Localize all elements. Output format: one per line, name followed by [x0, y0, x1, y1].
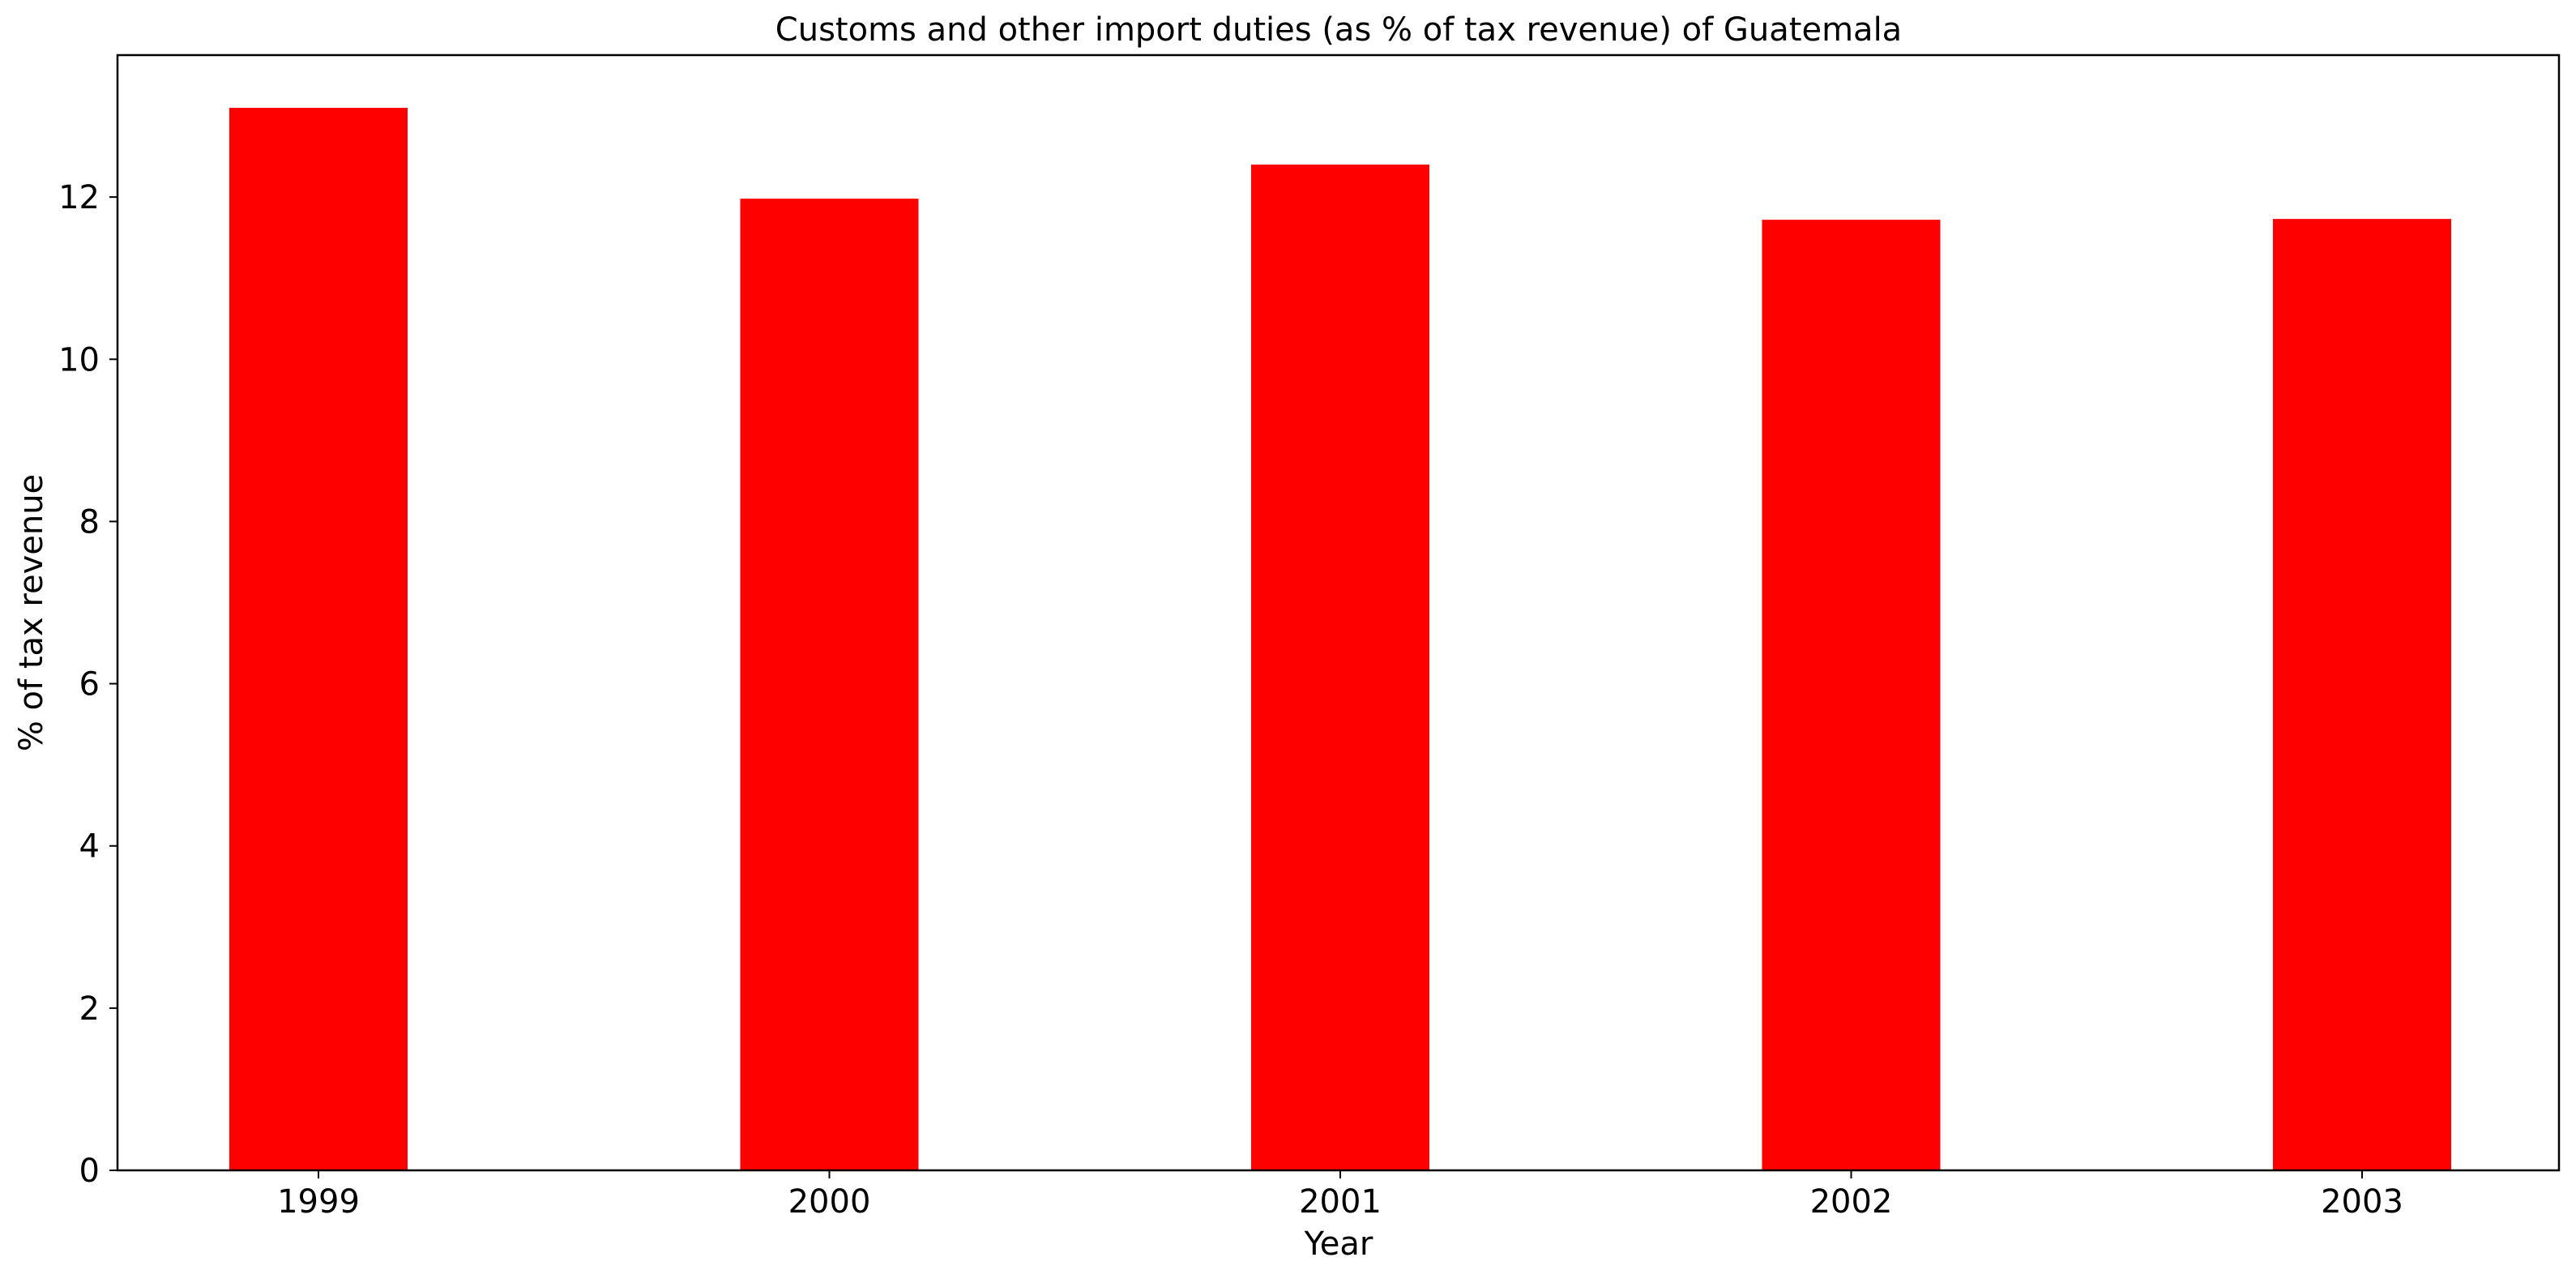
y-tick-label: 6 — [79, 666, 100, 704]
y-tick-label: 0 — [79, 1153, 100, 1190]
bar-2002 — [1762, 220, 1941, 1170]
y-tick-label: 4 — [79, 828, 100, 866]
x-tick-label: 2003 — [2321, 1183, 2403, 1221]
x-tick-label: 2001 — [1299, 1183, 1382, 1221]
x-axis-ticks: 1999 2000 2001 2002 2003 — [277, 1170, 2403, 1221]
y-tick-label: 2 — [79, 990, 100, 1028]
x-axis-label: Year — [1304, 1225, 1373, 1263]
y-tick-label: 8 — [79, 503, 100, 541]
y-axis-ticks: 0 2 4 6 8 10 12 — [58, 179, 117, 1190]
bar-1999 — [229, 108, 408, 1171]
x-tick-label: 2000 — [788, 1183, 871, 1221]
y-axis-label: % of tax revenue — [13, 474, 50, 751]
plot-area-frame — [116, 53, 2561, 1172]
bar-2003 — [2273, 219, 2451, 1170]
bars-layer — [229, 108, 2451, 1171]
bar-2001 — [1251, 165, 1429, 1171]
x-tick-label: 2002 — [1810, 1183, 1893, 1221]
y-tick-label: 12 — [58, 179, 100, 216]
bar-2000 — [740, 199, 919, 1171]
y-tick-label: 10 — [58, 341, 100, 378]
chart-title: Customs and other import duties (as % of… — [775, 11, 1902, 49]
x-tick-label: 1999 — [277, 1183, 360, 1221]
